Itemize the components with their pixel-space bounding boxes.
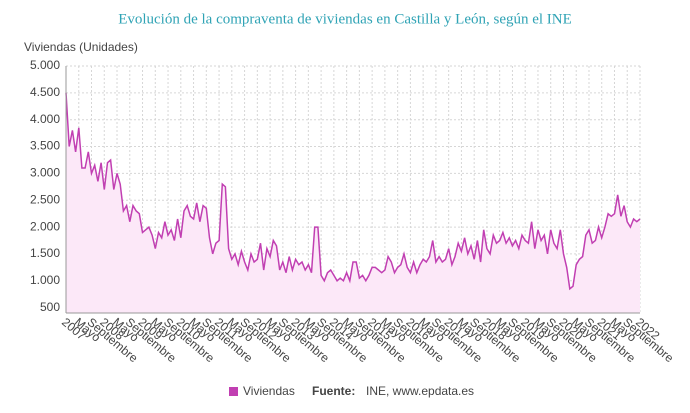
y-tick-label: 4.500 bbox=[30, 85, 60, 99]
source-label: Fuente: bbox=[312, 384, 355, 398]
source-text: INE, www.epdata.es bbox=[366, 384, 474, 398]
y-tick-label: 3.500 bbox=[30, 139, 60, 153]
chart-title: Evolución de la compraventa de viviendas… bbox=[118, 11, 572, 27]
y-axis-label: Viviendas (Unidades) bbox=[24, 40, 138, 54]
line bbox=[65, 92, 641, 291]
y-tick-label: 3.000 bbox=[30, 166, 60, 180]
y-tick-label: 2.500 bbox=[30, 192, 60, 206]
y-tick-label: 5.000 bbox=[30, 58, 60, 72]
y-tick-label: 500 bbox=[40, 300, 60, 314]
legend-label: Viviendas bbox=[243, 384, 295, 398]
y-tick-label: 1.000 bbox=[30, 273, 60, 287]
y-tick-label: 4.000 bbox=[30, 112, 60, 126]
y-tick-label: 2.000 bbox=[30, 219, 60, 233]
y-tick-label: 1.500 bbox=[30, 246, 60, 260]
area bbox=[66, 92, 640, 313]
legend-swatch bbox=[229, 387, 238, 396]
